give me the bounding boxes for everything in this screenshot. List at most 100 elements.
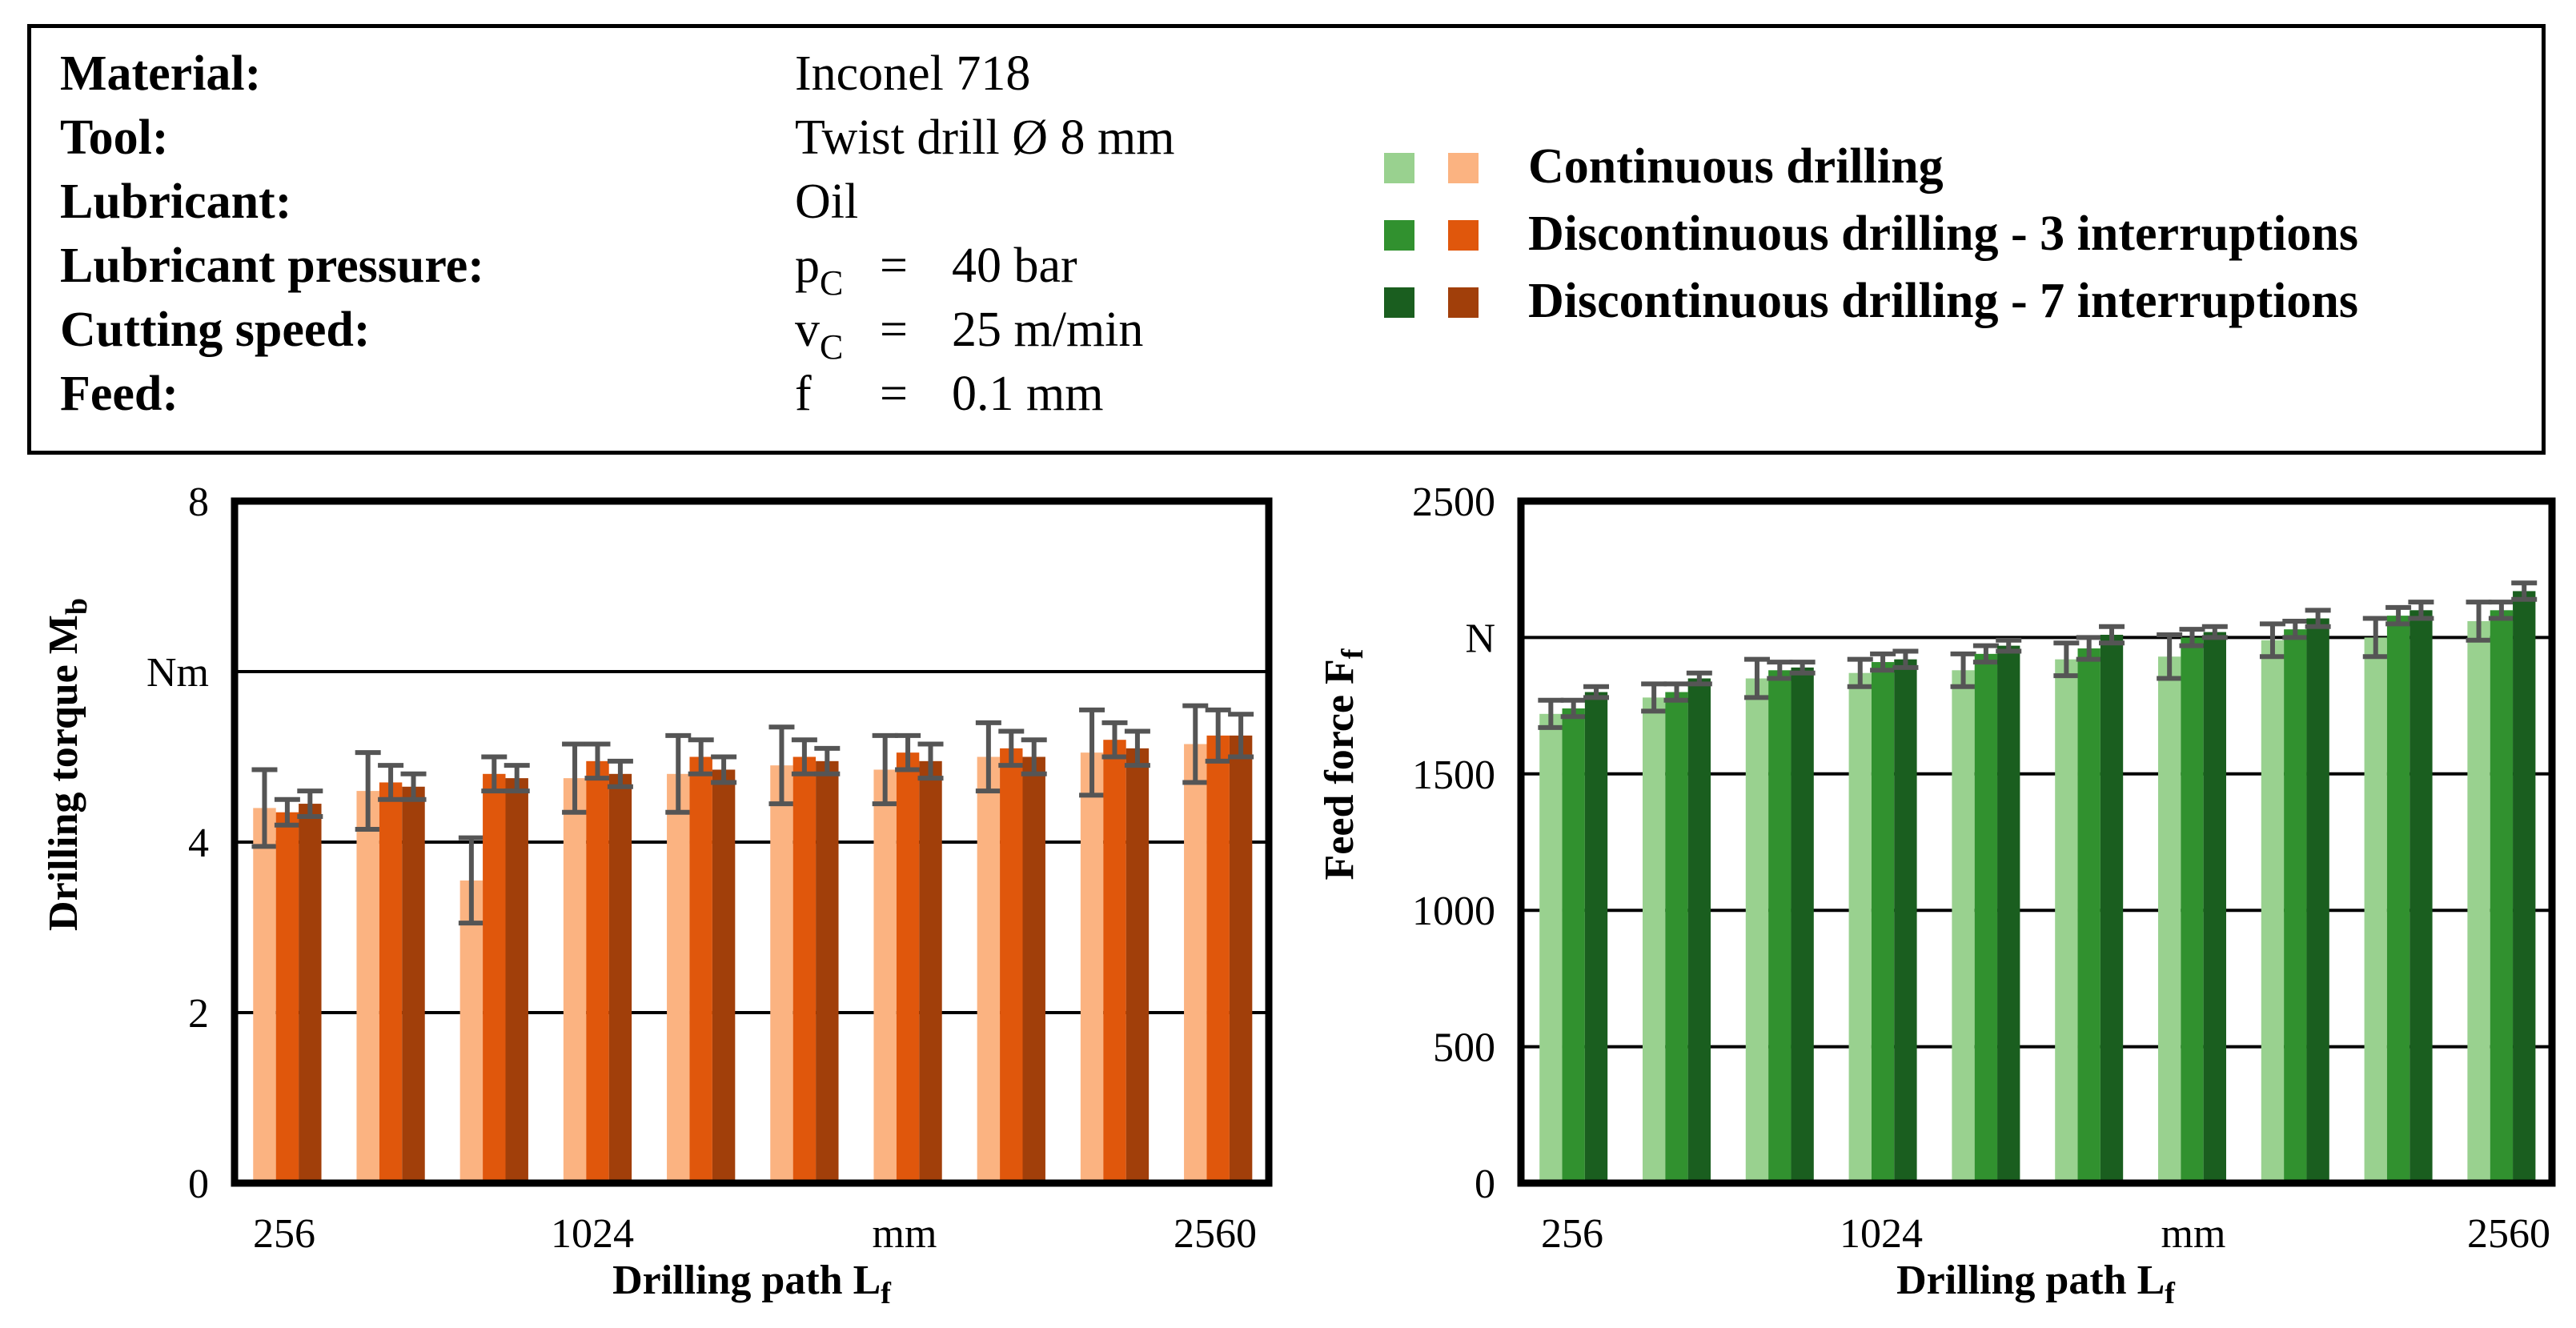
torque-bar — [459, 880, 484, 1183]
tool-label: Tool: — [60, 110, 169, 165]
torque-bar — [253, 808, 276, 1183]
force-x-axis-label: Drilling path Lf — [1896, 1258, 2176, 1310]
torque-x-tick-label: 2560 — [1174, 1211, 1257, 1257]
force-bar — [1687, 678, 1711, 1183]
lubricant-pressure-eq: = — [880, 239, 908, 293]
torque-y-axis-label: Drilling torque Mb — [41, 598, 94, 931]
force-bar — [2513, 591, 2536, 1183]
force-bar — [2157, 656, 2181, 1183]
torque-bar — [667, 773, 690, 1183]
force-y-tick-label: 1500 — [1412, 752, 1495, 798]
torque-bar — [1000, 748, 1023, 1183]
force-bar — [1745, 678, 1769, 1183]
torque-y-tick-label: 4 — [188, 820, 209, 866]
torque-bar — [1206, 735, 1230, 1183]
torque-bar — [1080, 752, 1104, 1183]
torque-bar — [919, 760, 942, 1183]
cutting-speed-symbol: vC — [795, 303, 844, 367]
torque-plot-frame — [231, 497, 1273, 1187]
material-value: Inconel 718 — [795, 46, 1031, 101]
cutting-speed-label: Cutting speed: — [60, 303, 371, 357]
torque-bar — [483, 773, 506, 1183]
force-bar — [2490, 610, 2514, 1183]
torque-y-tick-label: Nm — [146, 650, 209, 696]
legend-swatch-orange-7 — [1448, 287, 1479, 318]
force-bar — [1539, 713, 1563, 1183]
lubricant-value: Oil — [795, 175, 859, 229]
torque-x-axis-label: Drilling path Lf — [612, 1258, 892, 1310]
tool-value: Twist drill Ø 8 mm — [795, 110, 1175, 165]
torque-bar — [977, 756, 1001, 1183]
force-x-tick-label: 256 — [1541, 1211, 1603, 1257]
torque-bar — [275, 812, 299, 1183]
torque-bar — [586, 760, 609, 1183]
force-y-axis-label: Feed force Ff — [1317, 648, 1370, 880]
force-bar — [2261, 640, 2285, 1183]
torque-bar — [712, 769, 736, 1183]
force-bar — [1562, 708, 1585, 1183]
legend-label-7-interruptions: Discontinuous drilling - 7 interruptions — [1528, 274, 2358, 328]
torque-y-tick-label: 8 — [188, 479, 209, 525]
force-bar — [1997, 645, 2020, 1183]
force-y-tick-label: N — [1465, 616, 1495, 661]
lubricant-pressure-symbol: pC — [795, 239, 844, 303]
torque-y-tick-label: 0 — [188, 1161, 209, 1207]
force-x-tick-label: mm — [2161, 1211, 2226, 1257]
torque-bar — [608, 773, 632, 1183]
torque-x-tick-label: 256 — [253, 1211, 315, 1257]
torque-bar — [379, 782, 403, 1183]
force-bar — [2467, 620, 2490, 1183]
force-bar — [1871, 662, 1895, 1183]
force-bar — [2409, 610, 2433, 1183]
legend-swatch-orange-continuous — [1448, 153, 1479, 183]
torque-bar — [896, 752, 920, 1183]
lubricant-pressure-value: 40 bar — [952, 239, 1077, 293]
torque-bar — [873, 769, 897, 1183]
material-label: Material: — [60, 46, 262, 101]
feed-eq: = — [880, 367, 908, 421]
force-bar — [1848, 672, 1872, 1183]
force-bar — [1584, 692, 1608, 1183]
force-bar — [2284, 629, 2307, 1183]
feed-symbol: f — [795, 367, 812, 421]
parameter-box: Material: Inconel 718 Tool: Twist drill … — [27, 24, 2546, 455]
torque-bar — [689, 756, 712, 1183]
torque-bar — [356, 791, 379, 1183]
legend-swatch-green-7 — [1384, 287, 1414, 318]
legend-swatch-orange-3 — [1448, 220, 1479, 251]
cutting-speed-value: 25 m/min — [952, 303, 1144, 357]
torque-y-tick-label: 2 — [188, 991, 209, 1037]
force-y-tick-label: 1000 — [1412, 889, 1495, 934]
legend-label-continuous: Continuous drilling — [1528, 139, 1944, 194]
force-y-tick-label: 2500 — [1412, 479, 1495, 525]
force-plot-frame — [1517, 497, 2556, 1187]
torque-bar — [770, 765, 793, 1183]
force-bar — [1791, 667, 1814, 1183]
torque-x-tick-label: mm — [873, 1211, 937, 1257]
torque-bar — [1184, 744, 1207, 1183]
torque-bar — [1125, 748, 1150, 1183]
legend-swatch-green-3 — [1384, 220, 1414, 251]
cutting-speed-eq: = — [880, 303, 908, 357]
force-bar — [1974, 653, 1998, 1183]
force-bar — [2077, 648, 2101, 1183]
lubricant-pressure-label: Lubricant pressure: — [60, 239, 484, 293]
force-bar — [1642, 697, 1666, 1183]
torque-bar — [792, 756, 817, 1183]
force-bar — [1952, 670, 1975, 1183]
feed-value: 0.1 mm — [952, 367, 1104, 421]
force-y-tick-label: 500 — [1433, 1025, 1495, 1071]
torque-bar — [299, 804, 322, 1183]
force-bar — [2364, 637, 2387, 1183]
force-bar — [1768, 670, 1792, 1183]
force-bar — [2203, 632, 2226, 1183]
force-bar — [2306, 618, 2329, 1183]
torque-bar — [402, 786, 425, 1183]
feed-label: Feed: — [60, 367, 179, 421]
lubricant-label: Lubricant: — [60, 175, 292, 229]
force-bar — [2055, 659, 2078, 1183]
force-bar — [1894, 659, 1917, 1183]
force-y-tick-label: 0 — [1475, 1161, 1495, 1207]
torque-bar — [563, 778, 587, 1183]
